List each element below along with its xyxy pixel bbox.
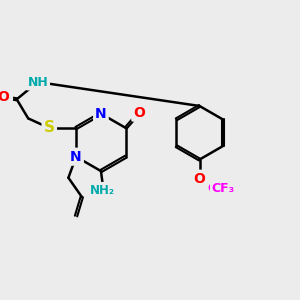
Text: O: O: [0, 90, 9, 104]
Text: O: O: [194, 172, 205, 185]
Text: S: S: [44, 121, 54, 135]
Text: CF₃: CF₃: [207, 182, 230, 195]
Text: O: O: [0, 91, 9, 104]
Text: NH₂: NH₂: [89, 184, 114, 197]
Text: NH₂: NH₂: [92, 187, 116, 197]
Text: CF₃: CF₃: [212, 182, 235, 195]
Text: N: N: [96, 107, 106, 120]
Text: NH: NH: [27, 76, 48, 88]
Text: O: O: [133, 106, 145, 120]
Text: O: O: [134, 106, 145, 119]
Text: NH₂: NH₂: [92, 187, 116, 197]
Text: S: S: [44, 121, 55, 136]
Text: NH: NH: [27, 76, 48, 88]
Text: N: N: [71, 150, 81, 163]
Text: N: N: [95, 106, 107, 121]
Text: O: O: [194, 172, 206, 186]
Text: N: N: [70, 150, 82, 164]
